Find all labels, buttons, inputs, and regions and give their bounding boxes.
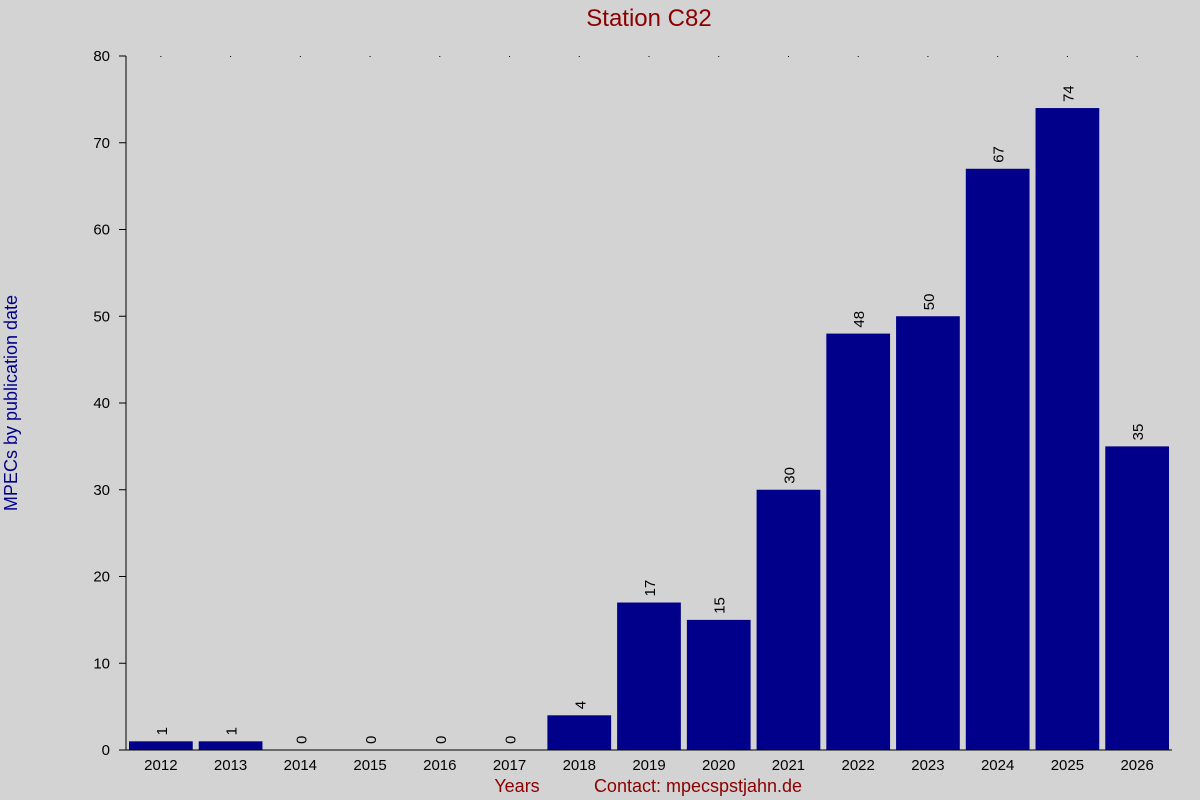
x-tick-label-2017: 2017 bbox=[493, 757, 526, 774]
value-label-2026: 35 bbox=[1130, 424, 1147, 441]
y-tick-label-40: 40 bbox=[93, 395, 110, 412]
bar-2026 bbox=[1105, 446, 1169, 751]
x-tick-label-2016: 2016 bbox=[423, 757, 456, 774]
value-label-2015: 0 bbox=[363, 736, 380, 744]
top-axis-dot bbox=[997, 56, 999, 57]
x-tick-label-2020: 2020 bbox=[702, 757, 735, 774]
x-tick-label-2024: 2024 bbox=[981, 757, 1014, 774]
y-axis-ticks: 0 10 20 30 40 50 60 70 80 bbox=[93, 48, 126, 759]
y-tick-label-30: 30 bbox=[93, 482, 110, 499]
y-tick-label-10: 10 bbox=[93, 655, 110, 672]
top-axis-dot bbox=[578, 56, 580, 57]
top-axis-dot bbox=[160, 56, 162, 57]
chart-title: Station C82 bbox=[586, 5, 711, 32]
top-axis-dot bbox=[509, 56, 511, 57]
x-tick-label-2012: 2012 bbox=[144, 757, 177, 774]
x-tick-label-2019: 2019 bbox=[632, 757, 665, 774]
contact-note: Contact: mpecspstjahn.de bbox=[594, 776, 802, 796]
y-tick-label-50: 50 bbox=[93, 308, 110, 325]
x-axis-ticks: 2012 2013 2014 2015 2016 2017 2018 2019 2020 2021… bbox=[144, 757, 1154, 774]
value-label-2022: 48 bbox=[851, 311, 868, 328]
bars-group bbox=[129, 108, 1169, 751]
bar-2023 bbox=[896, 316, 960, 750]
y-tick-label-0: 0 bbox=[102, 742, 110, 759]
bar-2013 bbox=[198, 741, 263, 750]
value-label-2019: 17 bbox=[642, 580, 659, 597]
bar-2021 bbox=[756, 489, 821, 750]
y-tick-label-60: 60 bbox=[93, 222, 110, 239]
y-tick-label-80: 80 bbox=[93, 48, 110, 65]
x-tick-label-2025: 2025 bbox=[1051, 757, 1084, 774]
value-label-2025: 74 bbox=[1060, 85, 1077, 102]
bar-2019 bbox=[617, 602, 681, 750]
bar-2020 bbox=[686, 619, 751, 751]
x-tick-label-2021: 2021 bbox=[772, 757, 805, 774]
bar-2018 bbox=[547, 715, 612, 750]
bar-2012 bbox=[129, 741, 193, 750]
top-axis-dot bbox=[1136, 56, 1138, 57]
top-axis-dot bbox=[648, 56, 650, 57]
x-tick-label-2014: 2014 bbox=[284, 757, 317, 774]
value-label-2018: 4 bbox=[572, 701, 589, 709]
x-tick-label-2018: 2018 bbox=[563, 757, 596, 774]
bar-2022 bbox=[826, 333, 891, 750]
y-tick-label-70: 70 bbox=[93, 135, 110, 152]
top-axis-dot bbox=[718, 56, 720, 57]
top-axis-dot bbox=[369, 56, 371, 57]
top-axis-dot bbox=[230, 56, 232, 57]
y-tick-label-20: 20 bbox=[93, 569, 110, 586]
top-axis-dot bbox=[857, 56, 859, 57]
value-label-2023: 50 bbox=[921, 294, 938, 311]
value-label-2017: 0 bbox=[503, 736, 520, 744]
value-label-2020: 15 bbox=[712, 597, 729, 614]
y-axis-label: MPECs by publication date bbox=[1, 295, 21, 511]
top-axis-dot bbox=[299, 56, 301, 57]
top-axis-dot bbox=[439, 56, 441, 57]
x-tick-label-2022: 2022 bbox=[842, 757, 875, 774]
top-axis-dots bbox=[160, 56, 1138, 57]
value-labels-group: 1 1 0 0 0 0 4 17 15 30 48 50 67 74 35 bbox=[154, 85, 1147, 744]
value-label-2012: 1 bbox=[154, 727, 171, 735]
value-label-2021: 30 bbox=[781, 467, 798, 484]
bar-2024 bbox=[965, 168, 1030, 750]
value-label-2016: 0 bbox=[433, 736, 450, 744]
x-tick-label-2015: 2015 bbox=[353, 757, 386, 774]
x-tick-label-2023: 2023 bbox=[911, 757, 944, 774]
x-axis-label: Years bbox=[494, 776, 539, 796]
bar-2025 bbox=[1035, 108, 1100, 751]
top-axis-dot bbox=[927, 56, 929, 57]
top-axis-dot bbox=[1066, 56, 1068, 57]
x-tick-label-2013: 2013 bbox=[214, 757, 247, 774]
x-tick-label-2026: 2026 bbox=[1120, 757, 1153, 774]
value-label-2024: 67 bbox=[991, 146, 1008, 163]
value-label-2014: 0 bbox=[293, 736, 310, 744]
top-axis-dot bbox=[787, 56, 789, 57]
value-label-2013: 1 bbox=[224, 727, 241, 735]
